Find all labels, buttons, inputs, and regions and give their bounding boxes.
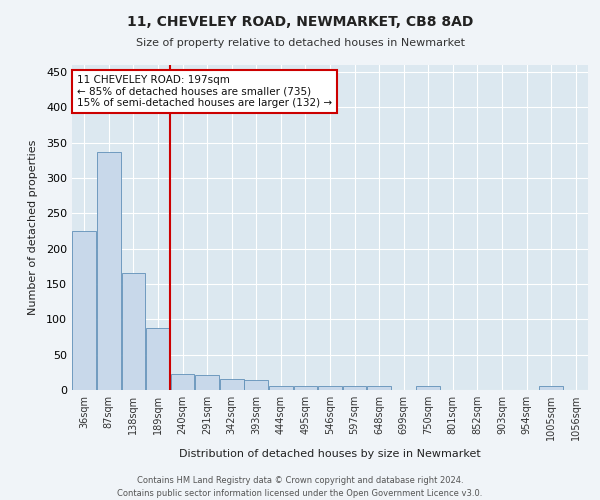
Bar (170, 374, 194, 390)
Text: 11, CHEVELEY ROAD, NEWMARKET, CB8 8AD: 11, CHEVELEY ROAD, NEWMARKET, CB8 8AD (127, 15, 473, 29)
Bar (318, 386, 342, 390)
Bar (244, 380, 268, 390)
Bar (269, 386, 293, 390)
Bar (539, 386, 563, 390)
Bar (195, 375, 219, 390)
Bar (293, 386, 317, 390)
Bar (122, 274, 145, 390)
Bar (97, 152, 121, 390)
Text: Contains HM Land Registry data © Crown copyright and database right 2024.
Contai: Contains HM Land Registry data © Crown c… (118, 476, 482, 498)
Bar (73, 231, 96, 390)
Text: 11 CHEVELEY ROAD: 197sqm
← 85% of detached houses are smaller (735)
15% of semi-: 11 CHEVELEY ROAD: 197sqm ← 85% of detach… (77, 74, 332, 108)
Bar (220, 378, 244, 390)
Bar (367, 386, 391, 390)
Bar (416, 386, 440, 390)
Text: Size of property relative to detached houses in Newmarket: Size of property relative to detached ho… (136, 38, 464, 48)
X-axis label: Distribution of detached houses by size in Newmarket: Distribution of detached houses by size … (179, 448, 481, 458)
Y-axis label: Number of detached properties: Number of detached properties (28, 140, 38, 315)
Bar (343, 386, 367, 390)
Bar (146, 328, 170, 390)
